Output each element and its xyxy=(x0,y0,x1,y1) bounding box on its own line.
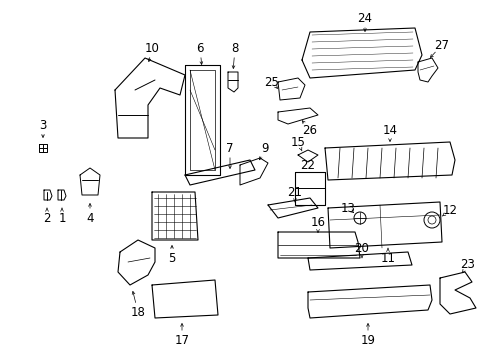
Text: 9: 9 xyxy=(261,141,268,154)
Text: 19: 19 xyxy=(360,333,375,346)
Text: 6: 6 xyxy=(196,41,203,54)
Text: 8: 8 xyxy=(231,41,238,54)
Text: 20: 20 xyxy=(354,242,368,255)
Text: 23: 23 xyxy=(460,258,474,271)
Text: 26: 26 xyxy=(302,123,317,136)
Text: 16: 16 xyxy=(310,216,325,229)
Text: 18: 18 xyxy=(130,306,145,319)
Text: 13: 13 xyxy=(340,202,355,215)
Text: 14: 14 xyxy=(382,123,397,136)
Text: 27: 27 xyxy=(434,39,448,51)
Text: 21: 21 xyxy=(287,185,302,198)
Text: 10: 10 xyxy=(144,41,159,54)
Text: 17: 17 xyxy=(174,333,189,346)
Text: 4: 4 xyxy=(86,212,94,225)
Text: 15: 15 xyxy=(290,135,305,149)
Text: 22: 22 xyxy=(300,158,315,171)
Text: 12: 12 xyxy=(442,203,457,216)
Text: 3: 3 xyxy=(39,118,46,131)
Text: 1: 1 xyxy=(58,212,65,225)
Text: 24: 24 xyxy=(357,12,372,24)
Text: 25: 25 xyxy=(264,76,279,89)
Text: 2: 2 xyxy=(43,212,51,225)
Text: 7: 7 xyxy=(226,141,233,154)
Text: 11: 11 xyxy=(380,252,395,265)
Text: 5: 5 xyxy=(168,252,175,265)
